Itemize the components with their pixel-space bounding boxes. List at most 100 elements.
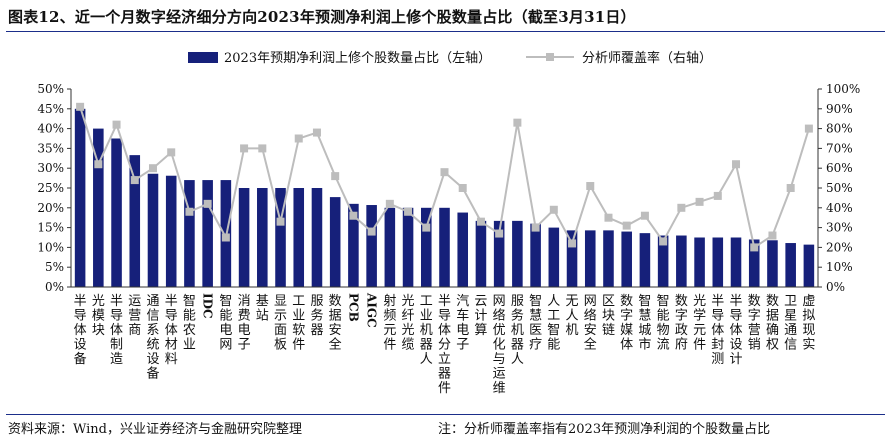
svg-text:商: 商 [128,323,141,338]
svg-text:体: 体 [165,323,178,338]
svg-text:导: 导 [711,309,724,324]
left-tick-label: 30% [37,161,64,175]
svg-text:府: 府 [675,338,688,353]
svg-text:维: 维 [493,381,506,396]
svg-text:链: 链 [602,323,615,338]
svg-text:显: 显 [274,294,287,309]
svg-text:网: 网 [219,338,232,353]
coverage-marker [240,144,249,153]
coverage-marker [495,229,504,238]
svg-text:算: 算 [474,323,487,338]
svg-text:医: 医 [529,323,542,338]
bar [257,188,268,287]
bar [238,188,250,287]
svg-text:汽: 汽 [456,294,469,309]
left-tick-label: 10% [37,240,64,254]
coverage-marker [367,227,376,236]
svg-text:销: 销 [748,338,761,353]
coverage-marker [750,243,759,252]
x-tick-label: 基站 [256,294,269,324]
svg-text:与: 与 [493,352,506,367]
svg-text:半: 半 [438,294,451,309]
coverage-marker [440,168,449,177]
svg-text:材: 材 [165,338,178,353]
svg-text:PCB: PCB [346,293,360,322]
svg-text:系: 系 [146,323,159,338]
coverage-marker [695,197,704,206]
svg-text:农: 农 [183,323,196,338]
left-tick-label: 25% [37,181,64,195]
coverage-marker [349,211,358,220]
svg-text:智: 智 [657,294,670,309]
svg-text:设: 设 [74,338,87,353]
svg-text:缆: 缆 [402,337,415,353]
svg-text:人: 人 [420,352,433,367]
bar [111,138,122,287]
svg-text:封: 封 [711,338,724,353]
svg-text:体: 体 [620,338,633,353]
coverage-marker [622,221,631,230]
svg-text:工: 工 [292,294,305,309]
svg-text:设: 设 [146,352,159,367]
coverage-marker [659,237,668,246]
bar [420,207,432,287]
svg-text:现: 现 [802,323,815,338]
coverage-marker [112,120,121,129]
svg-text:导: 导 [74,309,87,324]
svg-text:慧: 慧 [638,308,651,324]
bar [293,188,305,287]
bar [512,220,523,287]
svg-text:件: 件 [292,338,305,353]
svg-text:字: 字 [620,309,633,324]
bar [402,207,414,287]
coverage-marker [148,164,157,173]
coverage-marker [786,184,795,192]
svg-text:业: 业 [420,309,433,324]
coverage-marker [732,160,741,169]
coverage-marker [422,223,431,232]
svg-text:机: 机 [566,323,579,338]
x-tick-label: 光模块 [92,294,105,338]
svg-text:政: 政 [675,323,688,338]
bar [730,237,742,287]
x-tick-label: 运营商 [128,294,141,338]
svg-text:据: 据 [766,309,779,324]
svg-text:能: 能 [547,338,560,353]
svg-text:智: 智 [529,294,542,309]
right-tick-label: 10% [826,260,853,274]
svg-text:导: 导 [110,309,123,324]
svg-text:数: 数 [766,294,779,309]
coverage-marker [94,160,103,169]
coverage-marker [294,134,303,143]
bar [366,205,377,287]
svg-text:字: 字 [675,309,688,324]
coverage-marker [458,184,467,192]
right-tick-label: 80% [826,122,853,136]
x-tick-label: 云计算 [474,294,487,338]
bar [621,231,632,287]
svg-text:光: 光 [402,294,415,309]
svg-text:半: 半 [110,294,123,309]
svg-text:车: 车 [456,308,469,324]
svg-text:纤: 纤 [402,309,415,324]
chart-title: 图表12、近一个月数字经济细分方向2023年预测净利润上修个股数量占比（截至3月… [8,8,636,26]
svg-text:疗: 疗 [529,338,542,353]
svg-text:元: 元 [383,323,396,338]
svg-text:络: 络 [584,308,597,324]
bar [74,108,86,287]
coverage-marker [604,213,613,222]
coverage-marker [167,148,176,157]
svg-text:安: 安 [329,323,342,338]
svg-text:智: 智 [183,294,196,309]
